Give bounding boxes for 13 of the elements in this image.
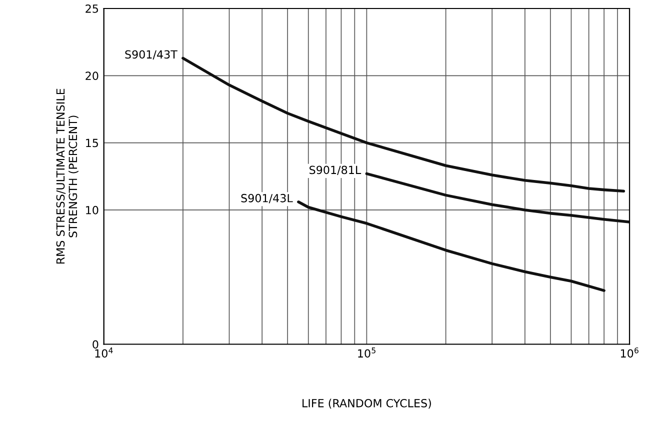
y-tick-label: 15 <box>86 138 98 148</box>
y-tick-label: 10 <box>86 206 98 214</box>
x-axis-title: LIFE (RANDOM CYCLES) <box>302 398 431 409</box>
series-label: S901/43L <box>241 194 293 204</box>
series-label: S901/81L <box>310 166 362 176</box>
y-tick-label: 20 <box>86 72 98 80</box>
x-tick-label: 10$^{6}$ <box>620 347 638 358</box>
series-label: S901/43T <box>125 50 178 60</box>
y-axis-title: RMS STRESS/ULTIMATE TENSILE STRENGTH (PERCENT) <box>56 88 78 264</box>
x-tick-label: 10$^{5}$ <box>358 348 376 358</box>
y-tick-label: 0 <box>92 340 98 349</box>
x-tick-label: 10$^{4}$ <box>95 348 113 358</box>
y-tick-label: 25 <box>86 4 98 13</box>
